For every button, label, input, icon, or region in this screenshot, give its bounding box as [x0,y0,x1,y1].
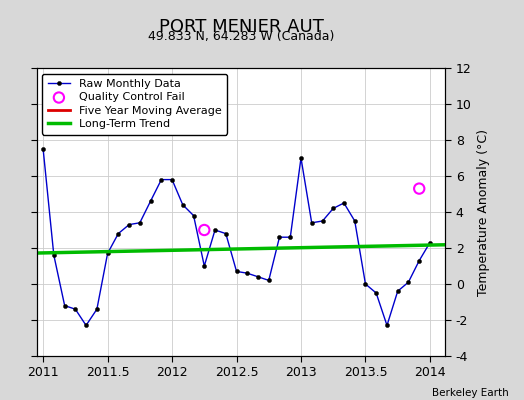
Raw Monthly Data [115,231,122,236]
Raw Monthly Data [51,253,57,258]
Text: PORT MENIER AUT: PORT MENIER AUT [159,18,323,36]
Raw Monthly Data [104,251,111,256]
Raw Monthly Data [212,228,218,232]
Raw Monthly Data [266,278,272,283]
Raw Monthly Data [352,218,358,223]
Raw Monthly Data [94,307,100,312]
Raw Monthly Data [147,199,154,204]
Raw Monthly Data [276,235,282,240]
Raw Monthly Data [137,220,143,225]
Raw Monthly Data [180,202,186,207]
Raw Monthly Data [287,235,293,240]
Text: Berkeley Earth: Berkeley Earth [432,388,508,398]
Raw Monthly Data [233,269,239,274]
Line: Raw Monthly Data: Raw Monthly Data [41,147,432,328]
Text: 49.833 N, 64.283 W (Canada): 49.833 N, 64.283 W (Canada) [148,30,334,43]
Raw Monthly Data [40,146,46,151]
Legend: Raw Monthly Data, Quality Control Fail, Five Year Moving Average, Long-Term Tren: Raw Monthly Data, Quality Control Fail, … [42,74,227,135]
Raw Monthly Data [362,282,368,286]
Raw Monthly Data [341,201,347,206]
Raw Monthly Data [416,258,422,263]
Raw Monthly Data [244,271,250,276]
Raw Monthly Data [126,222,132,227]
Raw Monthly Data [72,307,79,312]
Raw Monthly Data [298,156,304,160]
Raw Monthly Data [61,303,68,308]
Raw Monthly Data [190,213,196,218]
Quality Control Fail [200,227,209,233]
Raw Monthly Data [320,218,326,223]
Raw Monthly Data [330,206,336,211]
Raw Monthly Data [395,289,401,294]
Raw Monthly Data [373,290,379,295]
Raw Monthly Data [223,231,229,236]
Raw Monthly Data [427,240,433,245]
Raw Monthly Data [309,220,315,225]
Quality Control Fail [415,186,423,192]
Raw Monthly Data [158,177,165,182]
Y-axis label: Temperature Anomaly (°C): Temperature Anomaly (°C) [477,128,490,296]
Raw Monthly Data [255,274,261,279]
Raw Monthly Data [83,323,89,328]
Raw Monthly Data [384,323,390,328]
Raw Monthly Data [201,264,208,268]
Raw Monthly Data [405,280,411,285]
Raw Monthly Data [169,177,175,182]
